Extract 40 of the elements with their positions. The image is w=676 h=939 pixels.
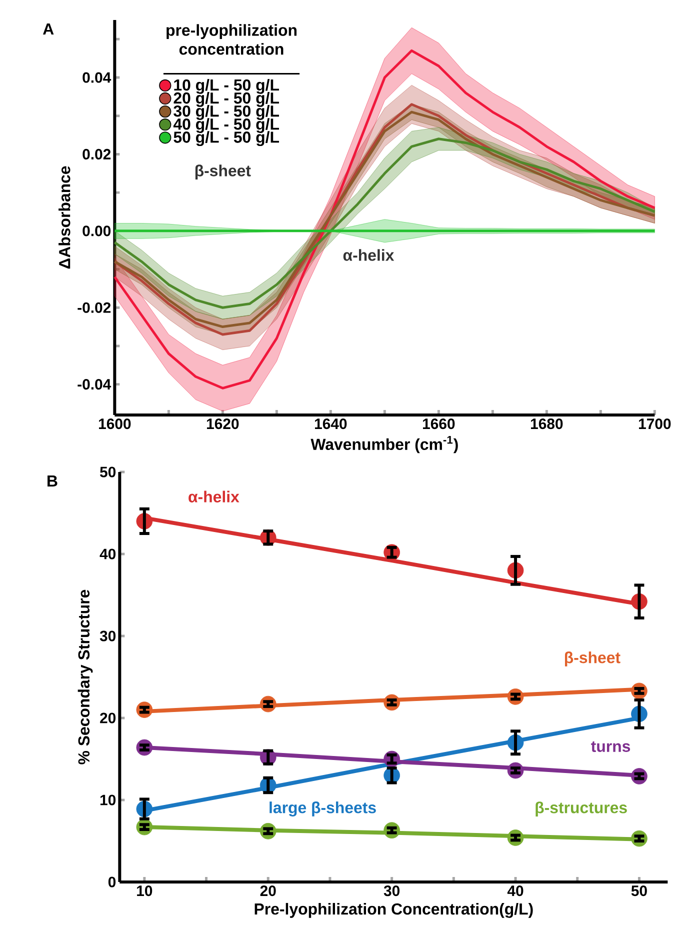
x-tick-label: 1660 (423, 418, 455, 430)
series-label: large β-sheets (270, 802, 376, 816)
x-tick-label: 1640 (315, 418, 347, 430)
x-tick-label: 10 (137, 886, 152, 896)
x-tick-label: 50 (632, 886, 648, 896)
y-tick-label: 0.02 (82, 148, 111, 160)
text: B (48, 476, 58, 486)
legend-label: 40 g/L - 50 g/L (174, 118, 280, 133)
y-axis-title: ΔAbsorbance (58, 166, 70, 269)
series-label: β-structures (536, 802, 628, 816)
x-tick-label: 30 (384, 886, 400, 896)
series-label: turns (591, 741, 630, 752)
legend-title: pre-lyophilization concentration (166, 24, 297, 55)
y-tick-label: 0.00 (82, 226, 111, 236)
y-tick-label: 40 (100, 548, 116, 560)
y-tick-label: 0 (108, 876, 116, 888)
y-tick-label: -0.02 (78, 302, 111, 313)
y-tick-label: 50 (100, 466, 116, 478)
y-tick-label: -0.04 (78, 379, 112, 390)
x-tick-label: 1700 (639, 418, 671, 430)
text: A (43, 24, 54, 34)
y-axis-title: % Secondary Structure (78, 590, 93, 764)
x-axis-title: Pre-lyophilization Concentration(g/L) (254, 902, 533, 918)
text: α-helix (188, 490, 240, 502)
y-tick-label: 10 (100, 794, 116, 806)
x-tick-label: 1600 (99, 418, 131, 430)
legend-label: 50 g/L - 50 g/L (174, 131, 280, 146)
y-tick-label: 30 (100, 630, 116, 642)
y-tick-label: 20 (100, 712, 116, 724)
annotation: α-helix (344, 249, 394, 261)
x-tick-label: 20 (260, 886, 276, 896)
x-tick-label: 40 (508, 886, 524, 896)
legend-label: 30 g/L - 50 g/L (174, 105, 280, 120)
annotation: β-sheet (196, 164, 251, 180)
legend-label: 20 g/L - 50 g/L (174, 92, 280, 107)
x-axis-title: Wavenumber (cm$^{-1}$) (310, 436, 458, 454)
x-tick-label: 1620 (207, 418, 239, 430)
y-tick-label: 0.04 (82, 72, 112, 83)
x-tick-label: 1680 (531, 418, 563, 430)
series-label: β-sheet (565, 652, 621, 666)
